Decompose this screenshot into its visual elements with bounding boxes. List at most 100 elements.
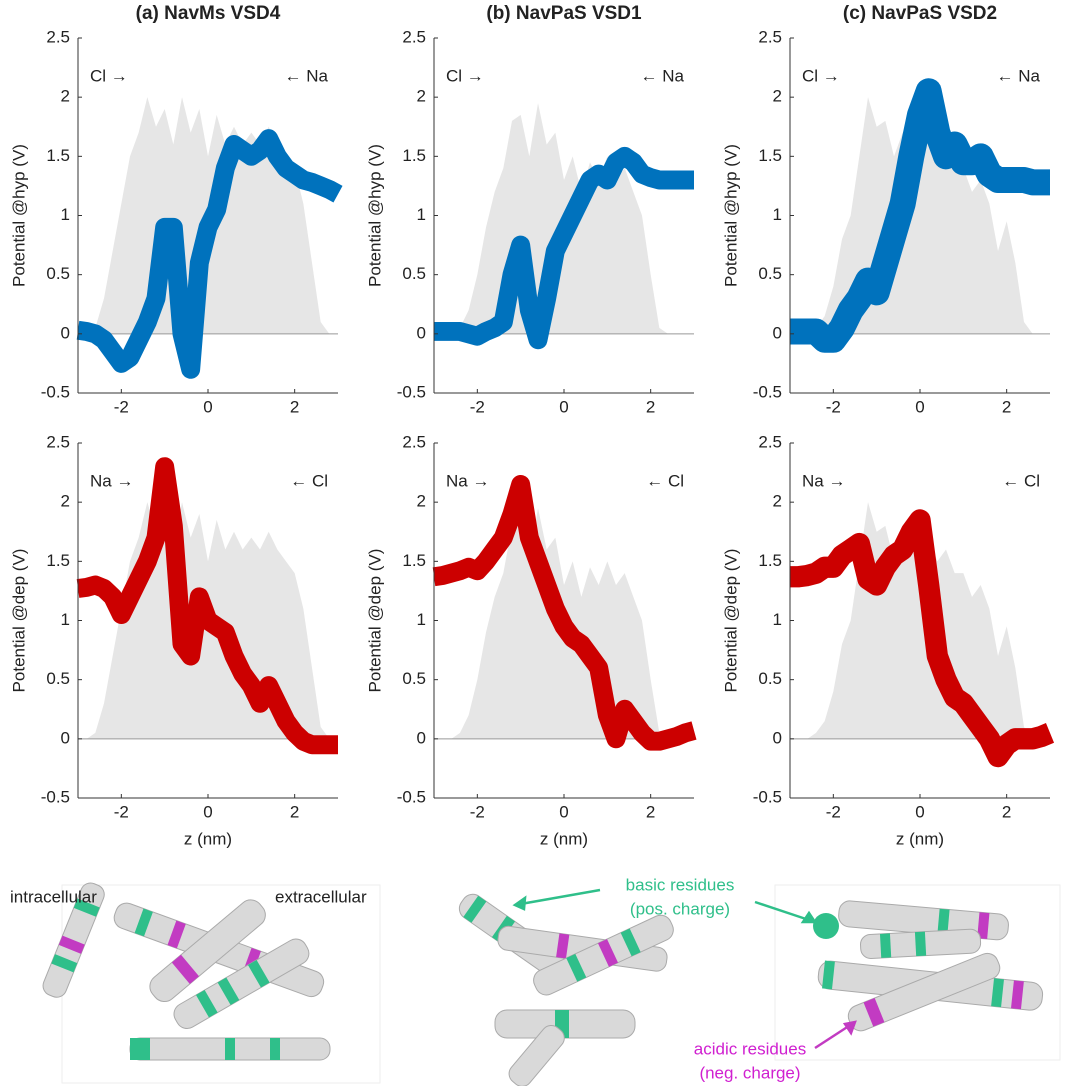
chart-title: (c) NavPaS VSD2 [843,3,997,24]
y-tick-label: 2.5 [402,432,426,451]
x-tick-label: 2 [646,397,655,416]
x-tick-label: -2 [114,802,129,821]
basic-label: basic residues [626,875,735,894]
structure-frame [774,884,1061,1061]
y-tick-label: 1 [61,610,70,629]
y-tick-label: 1 [417,610,426,629]
y-tick-label: 1 [773,205,782,224]
y-tick-label: 2 [61,492,70,511]
x-tick-label: 0 [915,802,924,821]
x-tick-label: 2 [646,802,655,821]
x-tick-label: 2 [1002,802,1011,821]
x-tick-label: -2 [114,397,129,416]
x-axis-label: z (nm) [184,829,232,848]
x-tick-label: 0 [559,397,568,416]
annotation: ← Na [641,66,685,85]
potential-band [76,129,343,379]
x-tick-label: -2 [826,802,841,821]
potential-band [788,509,1055,768]
potential-band [76,457,339,755]
annotation: ← Na [997,66,1041,85]
y-tick-label: 1 [61,205,70,224]
y-tick-label: 2.5 [758,432,782,451]
y-tick-label: 0 [773,728,782,747]
y-tick-label: -0.5 [397,382,426,401]
y-axis-label: Potential @dep (V) [721,549,740,693]
y-tick-label: 0 [417,728,426,747]
y-tick-label: 2 [417,492,426,511]
annotation: Cl → [446,66,484,85]
y-tick-label: 1.5 [402,551,426,570]
y-tick-label: -0.5 [397,787,426,806]
residue [813,913,839,939]
intracellular-label: intracellular [10,887,97,906]
y-tick-label: 0.5 [758,669,782,688]
y-tick-label: 2 [773,492,782,511]
extracellular-label: extracellular [275,887,367,906]
annotation: ← Cl [1002,471,1040,490]
y-tick-label: -0.5 [753,382,782,401]
y-tick-label: 2.5 [758,27,782,46]
x-tick-label: 0 [203,397,212,416]
acidic-label: acidic residues [694,1039,806,1058]
annotation: Cl → [802,66,840,85]
potential-band [785,78,1055,353]
y-tick-label: 2 [773,87,782,106]
chart-title: (b) NavPaS VSD1 [486,3,642,24]
y-axis-label: Potential @dep (V) [9,549,28,693]
y-tick-label: 1 [417,205,426,224]
y-axis-label: Potential @dep (V) [365,549,384,693]
y-axis-label: Potential @hyp (V) [721,144,740,287]
y-tick-label: 1.5 [46,551,70,570]
y-axis-label: Potential @hyp (V) [9,144,28,287]
x-tick-label: -2 [470,397,485,416]
annotation: ← Cl [646,471,684,490]
x-axis-label: z (nm) [540,829,588,848]
y-tick-label: 1.5 [758,146,782,165]
callout-arrows [512,888,857,1050]
y-tick-label: 2 [61,87,70,106]
structure-panels: intracellular extracellular basic residu… [10,875,1061,1087]
chart-title: (a) NavMs VSD4 [136,3,281,24]
x-tick-label: 0 [203,802,212,821]
x-axis-label: z (nm) [896,829,944,848]
x-tick-label: 0 [915,397,924,416]
y-tick-label: -0.5 [41,787,70,806]
y-tick-label: -0.5 [41,382,70,401]
x-tick-label: 2 [1002,397,1011,416]
y-tick-label: 2.5 [46,432,70,451]
y-tick-label: 2 [417,87,426,106]
y-tick-label: 0.5 [758,264,782,283]
density-area [790,97,1050,334]
annotation: Na → [90,471,133,490]
x-tick-label: -2 [826,397,841,416]
annotation: Na → [802,471,845,490]
annotation: Na → [446,471,489,490]
y-tick-label: 1.5 [758,551,782,570]
annotation: Cl → [90,66,128,85]
y-tick-label: 1.5 [46,146,70,165]
annotation: ← Na [285,66,329,85]
structure-c [813,900,1044,1032]
structure-b [458,893,674,1087]
y-tick-label: 2.5 [46,27,70,46]
structure-a [42,882,331,1061]
y-tick-label: -0.5 [753,787,782,806]
potential-band [433,146,695,350]
density-area [790,502,1050,739]
x-tick-label: 0 [559,802,568,821]
basic-note: (pos. charge) [630,899,730,918]
x-tick-label: 2 [290,397,299,416]
y-tick-label: 0 [61,323,70,342]
y-tick-label: 1 [773,610,782,629]
y-axis-label: Potential @hyp (V) [365,144,384,287]
y-tick-label: 0 [773,323,782,342]
y-tick-label: 0 [61,728,70,747]
annotation: ← Cl [290,471,328,490]
y-tick-label: 0 [417,323,426,342]
charts: -0.5 0 0.5 1 1.5 2 2.5 -2 0 2 (a) NavMs VSD4 Potent… [9,3,1055,848]
x-tick-label: 2 [290,802,299,821]
y-tick-label: 0.5 [402,264,426,283]
y-tick-label: 1.5 [402,146,426,165]
